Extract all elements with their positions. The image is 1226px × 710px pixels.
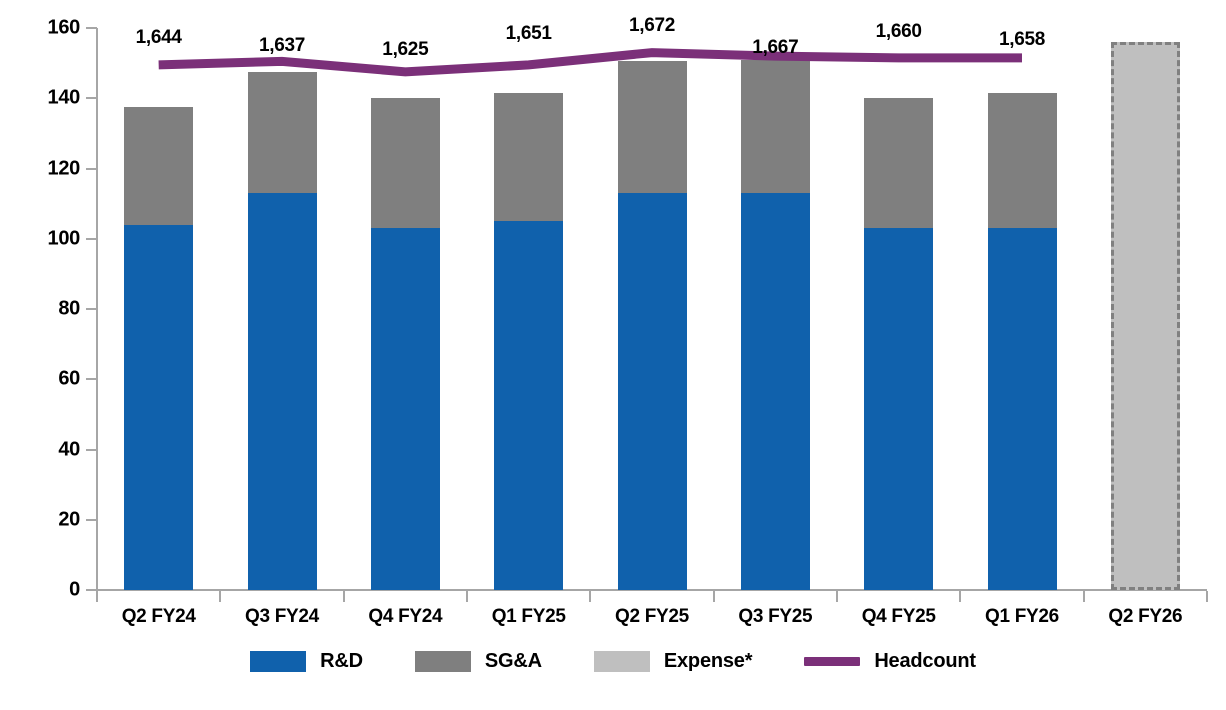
bar-segment-sga: [494, 92, 564, 222]
x-axis-tick-label: Q3 FY25: [738, 606, 813, 627]
headcount-data-label: 1,625: [382, 39, 429, 60]
x-axis-tick-label: Q1 FY25: [491, 606, 566, 627]
bar-segment-rd: [987, 228, 1057, 590]
bar-segment-sga: [370, 98, 440, 229]
headcount-data-label: 1,672: [628, 15, 676, 36]
bar-segment-rd: [124, 224, 194, 590]
headcount-data-label: 1,637: [258, 35, 306, 56]
y-axis-tick: [86, 167, 97, 170]
x-axis-tick-label: Q3 FY24: [245, 606, 319, 627]
bar-segment-sga: [987, 92, 1057, 229]
legend-item-sg-a[interactable]: SG&A: [414, 650, 594, 673]
legend-line-icon: [804, 657, 861, 666]
y-axis-tick: [86, 237, 97, 240]
y-axis-tick-label: 60: [58, 367, 80, 390]
x-axis-tick: [219, 591, 222, 602]
bar-segment-sga: [617, 61, 687, 194]
legend-square-icon: [414, 651, 471, 672]
bar-segment-rd: [740, 193, 810, 590]
bar-segment-rd: [494, 221, 564, 590]
y-axis-tick: [86, 27, 97, 29]
x-axis-tick: [1082, 591, 1085, 602]
y-axis-tick-label: 100: [47, 227, 81, 250]
legend-label: SG&A: [484, 650, 542, 672]
y-axis-tick-label: 160: [47, 16, 81, 39]
headcount-data-label: 1,667: [752, 37, 799, 58]
y-axis-tick-label: 120: [47, 157, 81, 179]
y-axis-line: [96, 28, 98, 591]
legend-label: R&D: [320, 650, 363, 672]
legend-item-headcount[interactable]: Headcount: [804, 650, 976, 673]
bar-segment-expense: [1110, 42, 1180, 590]
x-axis-tick: [589, 591, 592, 602]
legend-label: Expense*: [663, 650, 753, 672]
y-axis-tick: [86, 448, 97, 451]
y-axis-tick: [86, 518, 97, 521]
y-axis-tick: [86, 308, 97, 310]
y-axis-tick-label: 140: [47, 86, 81, 109]
y-axis-tick: [86, 97, 97, 100]
legend-label: Headcount: [874, 650, 976, 672]
x-axis-tick: [342, 591, 345, 602]
x-axis-tick: [959, 591, 962, 602]
bar-segment-rd: [617, 193, 687, 590]
bar-segment-rd: [247, 193, 317, 590]
headcount-data-label: 1,658: [998, 29, 1046, 50]
bar-segment-sga: [247, 71, 317, 194]
headcount-data-label: 1,651: [505, 23, 552, 44]
bar-segment-sga: [124, 107, 194, 225]
headcount-data-label: 1,644: [135, 27, 182, 48]
legend-item-r-d[interactable]: R&D: [250, 650, 415, 673]
chart-legend: R&D SG&A Expense* Headcount: [0, 650, 1226, 673]
x-axis-tick-label: Q1 FY26: [985, 606, 1059, 627]
bar-segment-sga: [740, 59, 810, 194]
x-axis-tick: [1206, 591, 1208, 602]
legend-square-icon: [250, 651, 307, 672]
y-axis-tick: [86, 378, 97, 381]
x-axis-tick: [466, 591, 468, 602]
bar-segment-rd: [864, 228, 934, 590]
y-axis-tick: [86, 589, 97, 591]
x-axis-tick-label: Q4 FY25: [861, 606, 936, 627]
legend-item-expense[interactable]: Expense*: [593, 650, 804, 673]
x-axis-tick: [712, 591, 715, 602]
x-axis-tick-label: Q4 FY24: [368, 606, 443, 627]
y-axis-tick-label: 40: [58, 438, 80, 460]
x-axis-line: [96, 589, 1207, 591]
y-axis-tick-label: 20: [58, 508, 80, 531]
bar-segment-sga: [864, 98, 934, 229]
x-axis-tick-label: Q2 FY26: [1108, 606, 1183, 627]
headcount-data-label: 1,660: [875, 21, 922, 42]
y-axis-tick-label: 80: [58, 297, 80, 320]
x-axis-tick-label: Q2 FY24: [121, 606, 196, 627]
x-axis-tick: [96, 591, 98, 602]
x-axis-tick-label: Q2 FY25: [615, 606, 689, 627]
legend-square-icon: [593, 651, 650, 672]
x-axis-tick: [836, 591, 838, 602]
y-axis-tick-label: 0: [69, 578, 80, 601]
bar-segment-rd: [370, 228, 440, 590]
